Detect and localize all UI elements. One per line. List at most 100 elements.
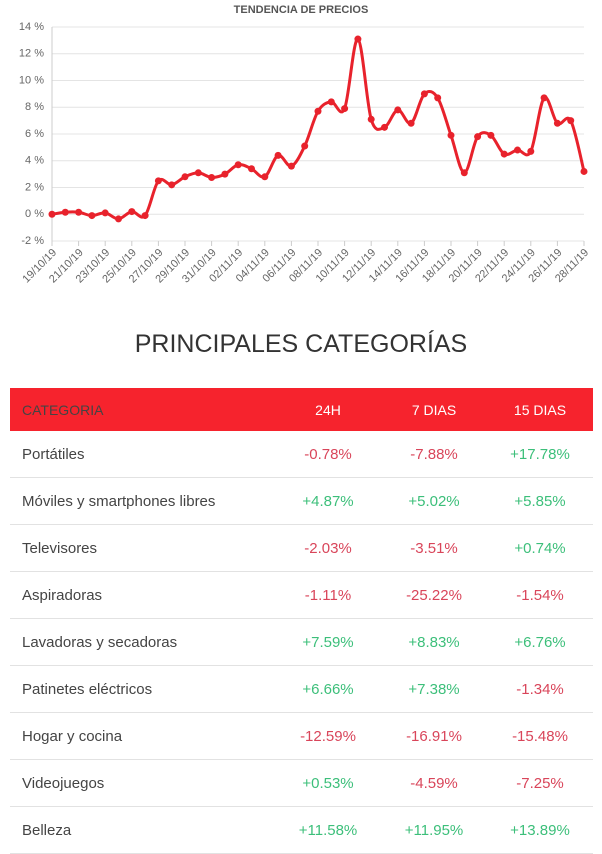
change-cell: -15.48%	[487, 712, 593, 760]
change-cell: +5.85%	[487, 477, 593, 525]
category-cell: Aspiradoras	[10, 571, 275, 619]
y-tick-label: 6 %	[25, 128, 44, 140]
price-line	[51, 37, 586, 221]
y-tick-label: 2 %	[25, 181, 44, 193]
category-table: CATEGORIA 24H 7 DIAS 15 DIAS Portátiles -0.7…	[10, 388, 593, 854]
column-header: 24H	[275, 388, 381, 431]
table-row: Hogar y cocina -12.59% -16.91% -15.48%	[10, 712, 593, 760]
category-cell: Móviles y smartphones libres	[10, 477, 275, 525]
point	[381, 123, 388, 131]
category-cell: Videojuegos	[10, 759, 275, 807]
point	[540, 94, 548, 102]
table-row: Móviles y smartphones libres +4.87% +5.02%…	[10, 477, 593, 525]
category-cell: Belleza	[10, 806, 275, 854]
point	[61, 208, 69, 216]
point	[420, 90, 428, 98]
category-cell: Lavadoras y secadoras	[10, 618, 275, 666]
change-cell: +7.38%	[381, 665, 487, 713]
change-cell: +0.74%	[487, 524, 593, 572]
point	[154, 177, 162, 185]
column-header: 7 DIAS	[381, 388, 487, 431]
change-cell: -7.88%	[381, 431, 487, 478]
change-cell: +11.58%	[275, 806, 381, 854]
change-cell: +7.59%	[275, 618, 381, 666]
point	[580, 167, 588, 175]
change-cell: -4.59%	[381, 759, 487, 807]
change-cell: -12.59%	[275, 712, 381, 760]
chart: TENDENCIA DE PRECIOS -2 % 0 % 2 % 4 % 6 % 8 %…	[19, 4, 591, 286]
y-tick-label: 10 %	[19, 74, 44, 86]
point	[128, 208, 136, 216]
change-cell: -1.11%	[275, 571, 381, 619]
point	[194, 169, 202, 177]
section-title: PRINCIPALES CATEGORÍAS	[134, 330, 468, 358]
point	[474, 133, 482, 141]
column-header: CATEGORIA	[10, 388, 275, 431]
point	[354, 35, 362, 43]
change-cell: +0.53%	[275, 759, 381, 807]
change-cell: +8.83%	[381, 618, 487, 666]
y-tick-label: 4 %	[25, 155, 44, 167]
y-tick-label: 0 %	[25, 208, 44, 220]
point	[208, 173, 216, 181]
table-row: Televisores -2.03% -3.51% +0.74%	[10, 524, 593, 572]
point	[500, 150, 508, 158]
change-cell: -1.54%	[487, 571, 593, 619]
table-body: Portátiles -0.78% -7.88% +17.78% Móviles y s…	[10, 431, 593, 854]
change-cell: -2.03%	[275, 524, 381, 572]
point	[181, 173, 189, 181]
point	[460, 169, 468, 177]
change-cell: -3.51%	[381, 524, 487, 572]
change-cell: -0.78%	[275, 431, 381, 478]
change-cell: -1.34%	[487, 665, 593, 713]
point	[434, 94, 442, 102]
point	[48, 210, 56, 218]
point	[367, 115, 375, 123]
change-cell: +17.78%	[487, 431, 593, 478]
table-row: Videojuegos +0.53% -4.59% -7.25%	[10, 759, 593, 807]
chart-title: TENDENCIA DE PRECIOS	[234, 4, 369, 16]
point	[274, 151, 282, 159]
point	[314, 107, 322, 115]
change-cell: +6.66%	[275, 665, 381, 713]
point	[261, 173, 269, 181]
point	[101, 209, 109, 217]
change-cell: -25.22%	[381, 571, 487, 619]
category-cell: Hogar y cocina	[10, 712, 275, 760]
point	[514, 146, 521, 154]
point	[168, 181, 176, 189]
point	[75, 208, 83, 216]
category-cell: Portátiles	[10, 431, 275, 478]
change-cell: +11.95%	[381, 806, 487, 854]
point	[527, 147, 535, 155]
point	[553, 119, 561, 127]
change-cell: +5.02%	[381, 477, 487, 525]
y-tick-label: 12 %	[19, 48, 44, 60]
table-row: Aspiradoras -1.11% -25.22% -1.54%	[10, 571, 593, 619]
point	[341, 105, 349, 113]
point	[394, 106, 402, 114]
change-cell: +6.76%	[487, 618, 593, 666]
point	[567, 117, 575, 125]
point	[301, 142, 309, 150]
table-row: Portátiles -0.78% -7.88% +17.78%	[10, 431, 593, 478]
column-header: 15 DIAS	[487, 388, 593, 431]
change-cell: -7.25%	[487, 759, 593, 807]
point	[248, 165, 255, 173]
header-row: CATEGORIA 24H 7 DIAS 15 DIAS	[10, 388, 593, 431]
y-tick-label: 8 %	[25, 101, 44, 113]
change-cell: +4.87%	[275, 477, 381, 525]
y-tick-label: -2 %	[21, 235, 44, 247]
category-cell: Patinetes eléctricos	[10, 665, 275, 713]
point	[287, 162, 295, 170]
table-row: Lavadoras y secadoras +7.59% +8.83% +6.76%	[10, 618, 593, 666]
change-cell: -16.91%	[381, 712, 487, 760]
point	[88, 212, 96, 220]
change-cell: +13.89%	[487, 806, 593, 854]
point	[115, 215, 122, 223]
point	[234, 161, 242, 169]
point	[487, 131, 495, 139]
point	[221, 170, 229, 178]
point	[407, 119, 415, 127]
